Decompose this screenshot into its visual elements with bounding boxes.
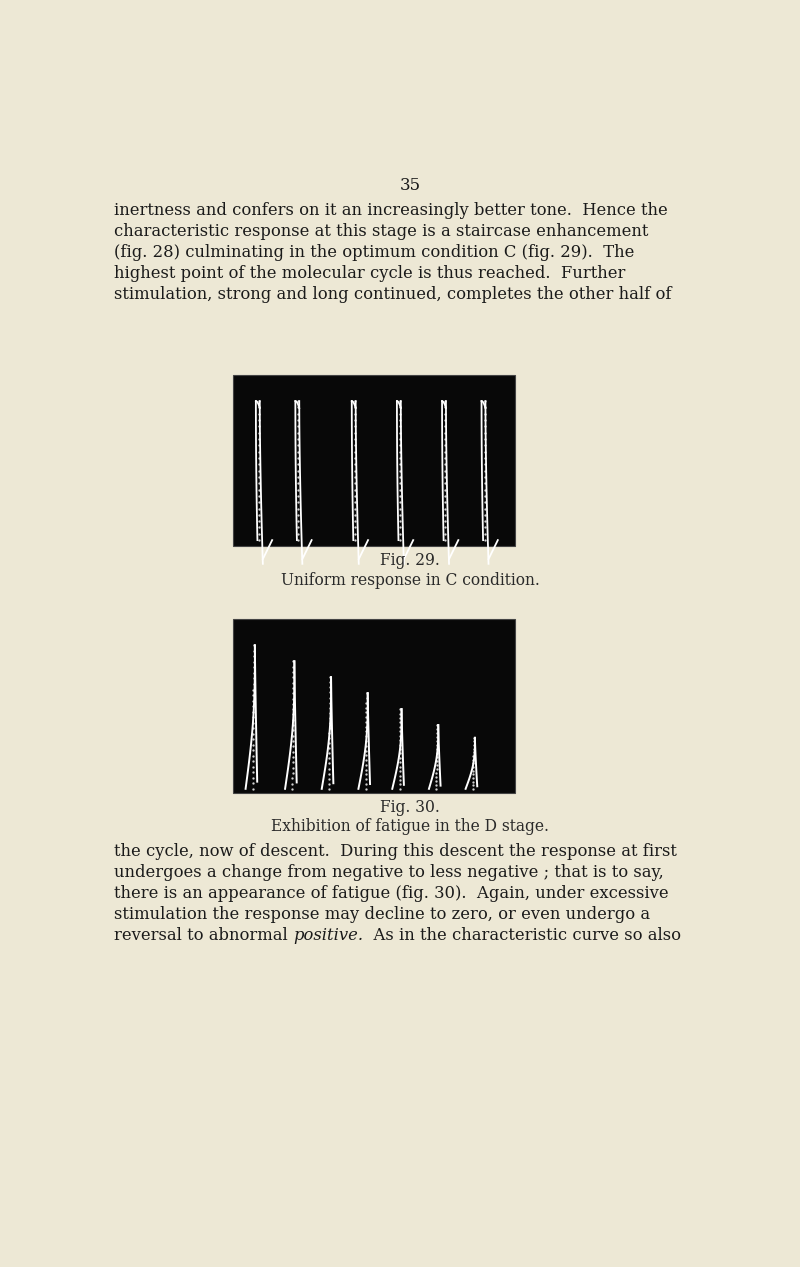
Text: (fig. 28) culminating in the optimum condition C (fig. 29).  The: (fig. 28) culminating in the optimum con… (114, 245, 634, 261)
Text: the cycle, now of descent.  During this descent the response at first: the cycle, now of descent. During this d… (114, 843, 677, 860)
Text: highest point of the molecular cycle is thus reached.  Further: highest point of the molecular cycle is … (114, 265, 626, 283)
Text: Exhibition of fatigue in the D stage.: Exhibition of fatigue in the D stage. (271, 818, 549, 835)
Text: Fig. 30.: Fig. 30. (380, 798, 440, 816)
Bar (234, 375, 515, 546)
Text: positive.: positive. (293, 926, 363, 944)
Text: stimulation, strong and long continued, completes the other half of: stimulation, strong and long continued, … (114, 286, 671, 303)
Text: characteristic response at this stage is a staircase enhancement: characteristic response at this stage is… (114, 223, 648, 239)
Bar (234, 620, 515, 793)
Text: As in the characteristic curve so also: As in the characteristic curve so also (363, 926, 681, 944)
Text: undergoes a change from negative to less negative ; that is to say,: undergoes a change from negative to less… (114, 864, 664, 881)
Text: Uniform response in C condition.: Uniform response in C condition. (281, 571, 539, 589)
Text: stimulation the response may decline to zero, or even undergo a: stimulation the response may decline to … (114, 906, 650, 922)
Text: there is an appearance of fatigue (fig. 30).  Again, under excessive: there is an appearance of fatigue (fig. … (114, 884, 669, 902)
Text: 35: 35 (399, 176, 421, 194)
Text: Fig. 29.: Fig. 29. (380, 552, 440, 569)
Text: inertness and confers on it an increasingly better tone.  Hence the: inertness and confers on it an increasin… (114, 203, 668, 219)
Text: reversal to abnormal: reversal to abnormal (114, 926, 293, 944)
